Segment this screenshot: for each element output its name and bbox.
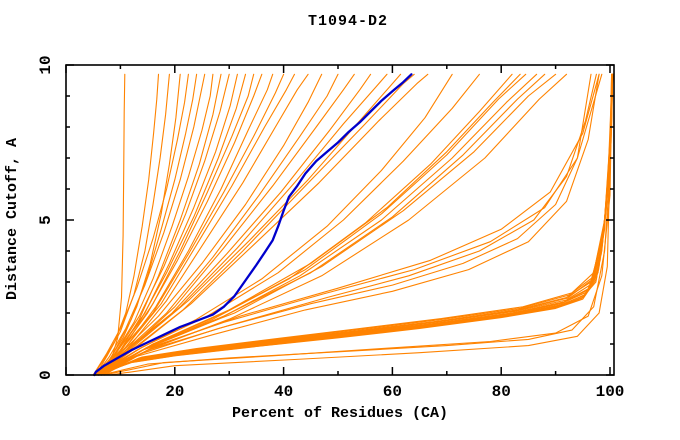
- chart-title: T1094-D2: [308, 13, 388, 30]
- model-curve: [92, 73, 189, 376]
- model-curve: [98, 73, 296, 376]
- highlighted-model-curve: [93, 73, 413, 377]
- x-axis-label: Percent of Residues (CA): [232, 405, 448, 422]
- model-curve: [103, 73, 613, 376]
- x-tick-label: 80: [492, 383, 511, 401]
- tick-labels: 0 20 40 60 80 100 0 5 10: [37, 55, 624, 401]
- axes: [65, 64, 615, 376]
- model-curve: [95, 73, 206, 376]
- x-tick-label: 40: [274, 383, 293, 401]
- model-curve: [95, 73, 285, 376]
- x-tick-label: 60: [383, 383, 402, 401]
- y-axis-label: Distance Cutoff, A: [4, 138, 21, 300]
- model-curve: [98, 73, 214, 376]
- y-tick-label: 0: [37, 370, 55, 380]
- model-curve: [98, 73, 429, 376]
- model-curve: [95, 73, 170, 376]
- x-tick-label: 100: [596, 383, 625, 401]
- y-tick-label: 10: [37, 55, 55, 74]
- x-tick-label: 20: [165, 383, 184, 401]
- model-curve: [100, 73, 198, 376]
- model-curve: [100, 73, 402, 376]
- model-curve: [92, 73, 160, 376]
- model-curve: [103, 73, 600, 376]
- model-curve: [98, 73, 592, 376]
- data-series: [92, 73, 614, 377]
- model-curve: [98, 73, 263, 376]
- model-curve: [98, 73, 388, 376]
- model-curve: [95, 73, 613, 376]
- model-curve: [95, 73, 372, 376]
- model-curve: [95, 73, 323, 376]
- x-tick-label: 0: [61, 383, 71, 401]
- model-curve: [95, 73, 568, 376]
- model-curve: [98, 73, 546, 376]
- model-curve: [95, 73, 415, 376]
- model-curve: [95, 73, 600, 376]
- model-curve: [99, 73, 613, 376]
- model-curve: [100, 73, 557, 376]
- model-curve: [100, 73, 597, 376]
- model-curve: [98, 73, 339, 376]
- y-tick-label: 5: [37, 215, 55, 225]
- model-curve: [100, 73, 521, 376]
- model-curve: [98, 73, 480, 376]
- model-curve: [108, 73, 613, 376]
- model-curve: [95, 73, 538, 376]
- model-curve: [95, 73, 247, 376]
